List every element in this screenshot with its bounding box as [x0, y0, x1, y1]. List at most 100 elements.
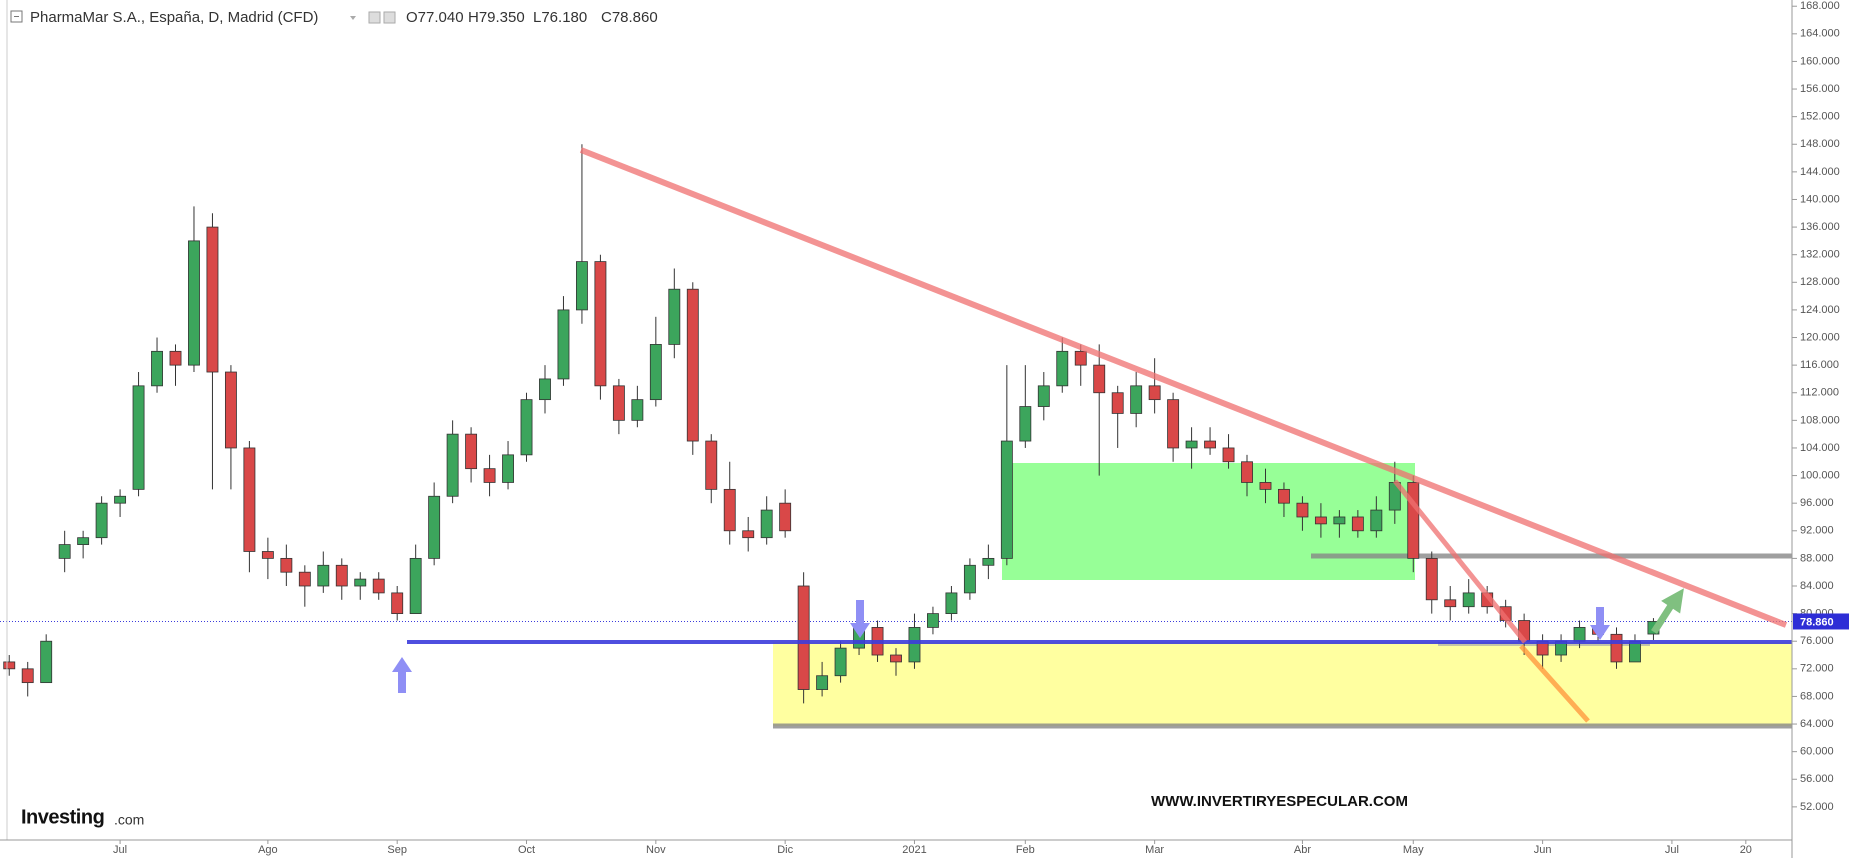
candle-body: [649, 344, 662, 401]
candle-body: [188, 240, 200, 366]
x-tick-label: Jun: [1534, 844, 1552, 856]
candle-body: [502, 454, 514, 483]
last-price-label: 78.860: [1800, 616, 1834, 628]
y-tick-label: 112.000: [1800, 387, 1839, 399]
candle-body: [797, 585, 810, 690]
y-tick-label: 60.000: [1800, 746, 1834, 758]
candle-body: [834, 647, 847, 677]
x-tick-label: Dic: [777, 844, 793, 856]
collapse-icon[interactable]: [10, 10, 23, 23]
candle-body: [631, 399, 644, 421]
x-tick-label: Jul: [113, 844, 127, 856]
candle-body: [58, 544, 71, 559]
candle-body: [372, 578, 385, 594]
y-tick-label: 140.000: [1800, 193, 1840, 205]
candle-body: [927, 613, 939, 628]
candle-body: [1019, 406, 1032, 442]
y-tick-label: 108.000: [1800, 414, 1840, 426]
candle-body: [114, 495, 127, 504]
green-arrow-shaft: [1651, 602, 1675, 634]
candle-body: [1241, 461, 1253, 483]
candle-body: [224, 371, 237, 449]
y-tick-label: 128.000: [1800, 276, 1840, 288]
watermark: WWW.INVERTIRYESPECULAR.COM: [1151, 793, 1408, 810]
x-tick-label: 20: [1740, 844, 1752, 856]
candle-body: [779, 502, 792, 532]
y-tick-label: 96.000: [1800, 497, 1834, 509]
candle-body: [1093, 364, 1106, 394]
candle-body: [963, 564, 976, 594]
candle-body: [1278, 488, 1290, 504]
ohlc-low: L76.180: [533, 9, 587, 26]
candles: [0, 144, 1792, 704]
candle-body: [95, 502, 108, 539]
candle-body: [317, 564, 330, 587]
icon[interactable]: [383, 11, 396, 24]
x-tick-label: Oct: [518, 844, 535, 856]
y-tick-label: 148.000: [1800, 138, 1840, 150]
y-tick-label: 100.000: [1800, 469, 1840, 481]
dropdown-caret[interactable]: [350, 16, 356, 20]
y-tick-label: 76.000: [1800, 635, 1834, 647]
y-tick-label: 132.000: [1800, 249, 1840, 261]
candle-body: [40, 640, 53, 684]
candle-body: [816, 675, 829, 690]
logo: Investing: [21, 806, 104, 828]
candle-body: [465, 433, 478, 470]
x-tick-label: Mar: [1145, 844, 1164, 856]
candle-body: [261, 551, 274, 559]
candle-body: [409, 557, 422, 615]
overlay-annotations: [392, 147, 1792, 723]
y-tick-label: 84.000: [1800, 580, 1834, 592]
candle-body: [206, 226, 219, 373]
candle-body: [705, 440, 718, 490]
y-tick-label: 72.000: [1800, 663, 1834, 675]
candle-body: [1462, 592, 1475, 608]
candle-body: [760, 509, 773, 539]
candle-body: [1167, 399, 1180, 449]
x-tick-label: Abr: [1294, 844, 1311, 856]
down-arrow: [1590, 607, 1610, 640]
ohlc-open: O77.040: [406, 9, 464, 26]
x-tick-label: Jul: [1665, 844, 1679, 856]
candle-body: [335, 564, 348, 587]
y-tick-label: 156.000: [1800, 83, 1840, 95]
candle-body: [1610, 633, 1623, 663]
y-tick-label: 52.000: [1800, 801, 1834, 813]
y-tick-label: 144.000: [1800, 166, 1840, 178]
candle-body: [668, 288, 681, 345]
candle-body: [575, 261, 588, 311]
candle-body: [1056, 350, 1069, 387]
candle-body: [391, 592, 404, 615]
candle-body: [908, 627, 921, 663]
candle-body: [1074, 350, 1087, 366]
candle-body: [1296, 502, 1309, 518]
icon[interactable]: [368, 11, 381, 24]
candle-body: [1314, 516, 1327, 525]
candle-body: [982, 557, 995, 566]
candle-body: [243, 447, 256, 552]
downtrend-line: [579, 147, 1788, 628]
y-tick-label: 136.000: [1800, 221, 1840, 233]
y-tick-label: 88.000: [1800, 552, 1834, 564]
candle-body: [132, 385, 145, 490]
x-tick-label: May: [1403, 844, 1424, 856]
y-tick-label: 168.000: [1800, 0, 1840, 12]
candle-body: [1148, 385, 1161, 401]
candle-body: [1259, 482, 1272, 490]
y-tick-label: 116.000: [1800, 359, 1839, 371]
candle-body: [1222, 447, 1235, 463]
candle-body: [280, 557, 293, 573]
ohlc-close: C78.860: [601, 9, 658, 26]
steep-trend-line: [1393, 479, 1527, 644]
candle-body: [21, 668, 34, 684]
green-arrow-head: [1661, 588, 1684, 614]
candle-body: [612, 385, 625, 421]
candle-body: [1370, 509, 1383, 532]
logo-suffix: .com: [114, 812, 144, 828]
y-tick-label: 92.000: [1800, 525, 1834, 537]
candle-body: [742, 530, 755, 539]
